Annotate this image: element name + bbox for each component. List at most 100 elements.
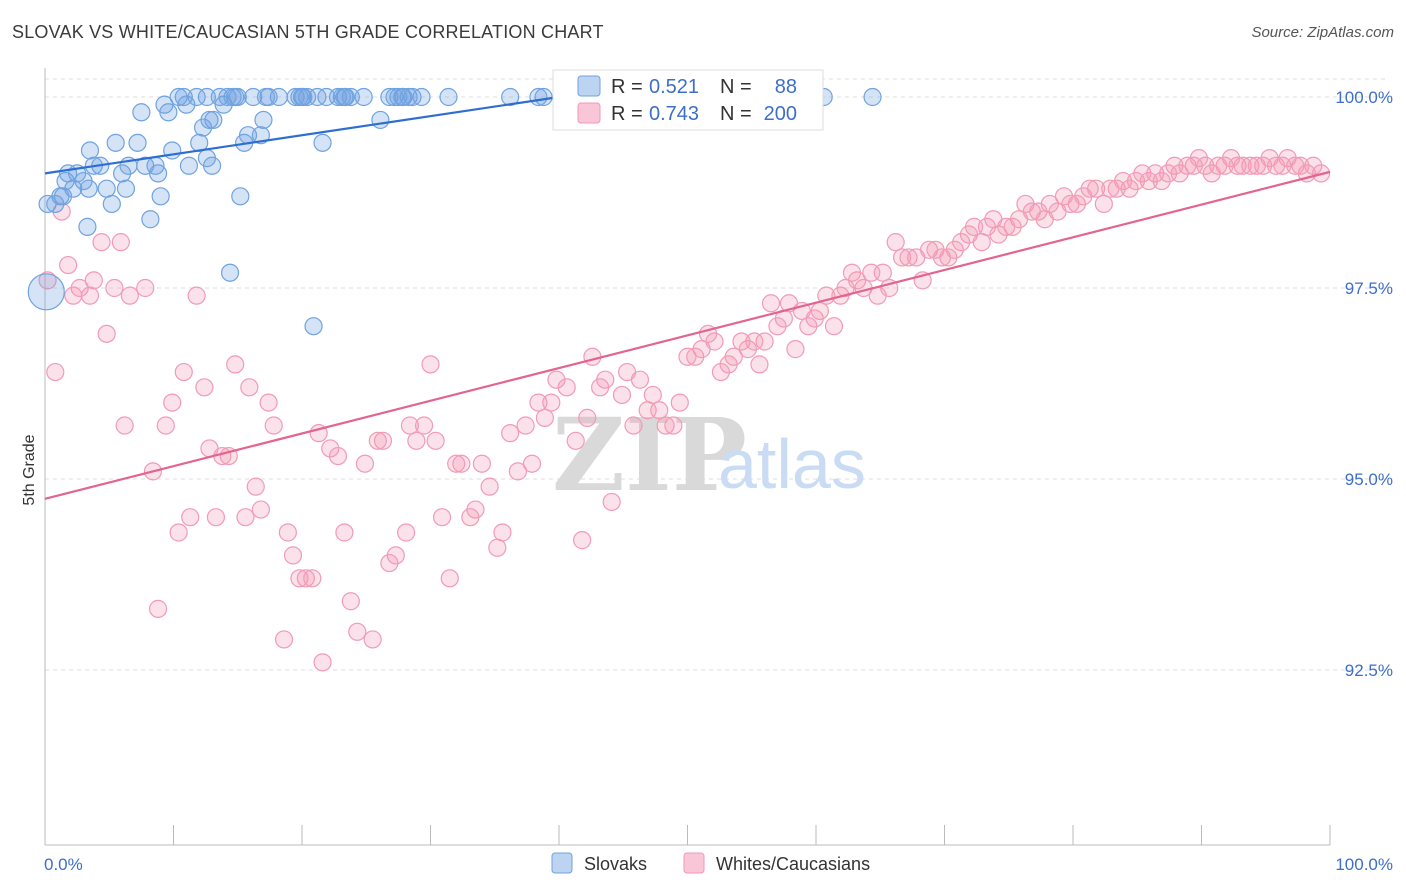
white-point-43 <box>321 439 340 458</box>
white-point-42 <box>313 653 332 672</box>
slovak-point-85 <box>335 87 354 107</box>
x-tick-labels: 0.0% 100.0% <box>44 855 1393 874</box>
white-point-86 <box>612 385 632 405</box>
white-point-61 <box>440 569 459 588</box>
slovak-point-12 <box>97 179 116 198</box>
legend-box: R = 0.521 N = 88 R = 0.743 N = 200 <box>552 69 824 131</box>
white-point-110 <box>768 317 787 336</box>
white-point-58 <box>421 355 440 374</box>
slovak-point-9 <box>80 141 100 160</box>
white-point-78 <box>557 378 576 397</box>
white-point-94 <box>664 416 683 435</box>
white-point-184 <box>1241 156 1260 175</box>
white-point-22 <box>187 286 206 305</box>
slovak-point-23 <box>148 164 168 183</box>
white-point-1 <box>46 362 65 382</box>
white-point-31 <box>246 477 265 496</box>
white-point-28 <box>226 355 245 374</box>
white-point-123 <box>848 271 867 290</box>
white-point-141 <box>964 217 984 236</box>
slovak-point-80 <box>863 87 882 107</box>
slovak-point-14 <box>106 133 125 152</box>
white-point-13 <box>120 286 139 305</box>
slovak-point-69 <box>389 87 408 107</box>
legend-r-label-slovaks: R = <box>611 76 643 98</box>
white-point-103 <box>724 347 743 366</box>
white-point-33 <box>259 393 278 412</box>
white-point-67 <box>480 477 499 496</box>
white-point-82 <box>583 347 602 366</box>
white-point-37 <box>283 546 303 565</box>
source-label: Source: ZipAtlas.com <box>1251 24 1394 41</box>
slovak-point-41 <box>218 87 237 107</box>
white-trend-line <box>44 170 1331 500</box>
white-point-59 <box>426 431 445 450</box>
legend-swatch-slovaks <box>577 75 601 97</box>
y-tick-label-3: 92.5% <box>1345 661 1393 680</box>
white-point-40 <box>303 569 322 588</box>
white-point-69 <box>493 523 512 542</box>
slovak-point-45 <box>231 187 250 206</box>
white-point-16 <box>148 599 168 618</box>
white-point-38 <box>290 569 309 588</box>
slovak-point-82 <box>220 263 240 282</box>
white-point-9 <box>97 324 116 343</box>
slovak-point-57 <box>304 317 323 336</box>
slovak-point-83 <box>197 87 217 107</box>
slovak-point-15 <box>112 164 132 183</box>
white-point-2 <box>52 202 71 221</box>
legend-n-value-whites: 200 <box>764 103 797 125</box>
y-axis-label: 5th Grade <box>21 434 38 505</box>
slovak-point-28 <box>169 87 188 107</box>
white-point-74 <box>529 393 548 412</box>
white-point-72 <box>516 416 535 435</box>
slovak-point-large <box>27 273 65 311</box>
white-point-113 <box>786 340 805 359</box>
slovak-point-87 <box>51 187 70 206</box>
white-point-91 <box>643 385 662 405</box>
white-point-48 <box>355 454 375 473</box>
white-point-46 <box>341 592 360 611</box>
y-tick-label-2: 95.0% <box>1345 470 1393 489</box>
slovak-point-18 <box>128 133 147 152</box>
white-point-170 <box>1152 171 1171 191</box>
trend-lines <box>44 95 1331 500</box>
bottom-label-slovaks: Slovaks <box>584 854 647 874</box>
white-point-19 <box>169 523 188 542</box>
white-point-7 <box>84 271 103 290</box>
watermark: ZIP atlas <box>552 396 866 514</box>
slovak-point-74 <box>439 87 458 107</box>
white-point-186 <box>1254 156 1273 175</box>
watermark-atlas: atlas <box>718 425 866 503</box>
white-point-117 <box>810 301 829 321</box>
white-point-35 <box>274 630 294 649</box>
white-point-173 <box>1170 164 1189 183</box>
white-point-52 <box>380 553 399 573</box>
slovak-point-37 <box>204 110 223 130</box>
legend-swatch-whites <box>577 102 601 124</box>
x-tick-label-0: 0.0% <box>44 855 83 874</box>
white-point-80 <box>573 531 592 550</box>
white-point-12 <box>115 416 134 435</box>
bottom-legend: Slovaks Whites/Caucasians <box>551 852 870 874</box>
white-point-142 <box>972 233 991 252</box>
white-point-56 <box>407 431 426 450</box>
white-point-104 <box>732 332 751 351</box>
white-point-108 <box>755 332 774 351</box>
white-point-30 <box>240 378 259 397</box>
white-point-44 <box>328 446 348 466</box>
white-point-119 <box>824 317 844 336</box>
white-point-10 <box>105 278 124 298</box>
legend-r-value-whites: 0.743 <box>649 103 699 125</box>
white-point-73 <box>522 454 542 473</box>
white-point-36 <box>278 523 297 542</box>
slovak-point-31 <box>179 156 199 175</box>
slovak-point-66 <box>371 110 390 130</box>
white-point-71 <box>508 462 527 481</box>
legend-n-label-slovaks: N = <box>720 76 752 98</box>
white-point-101 <box>711 362 731 382</box>
slovak-point-64 <box>341 87 360 107</box>
white-point-53 <box>386 546 405 565</box>
slovak-point-50 <box>254 110 273 130</box>
